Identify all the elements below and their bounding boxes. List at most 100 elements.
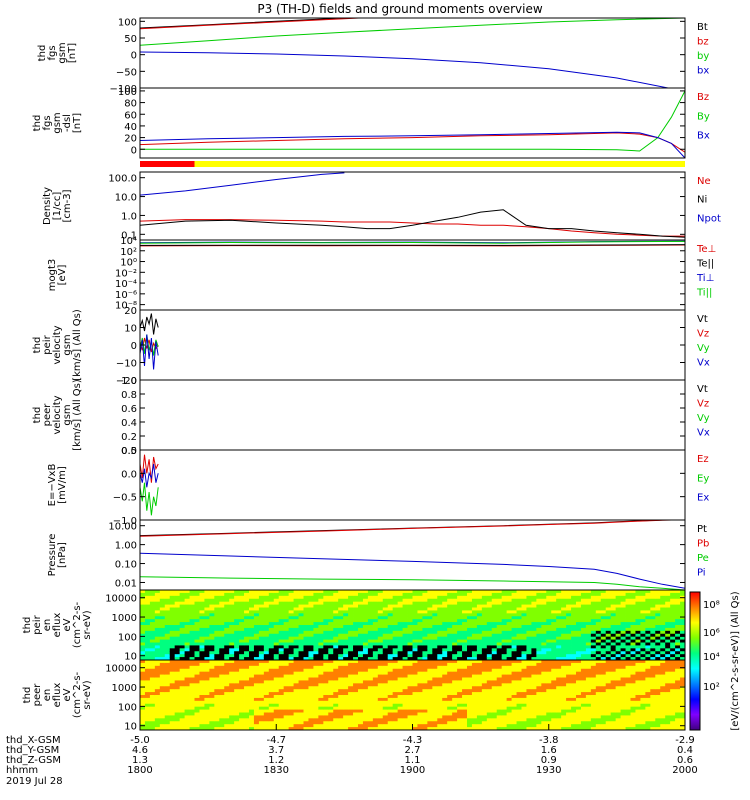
peir_eflux-cell [422,625,428,629]
peer_eflux-cell [179,697,185,702]
peir_eflux-cell [234,651,240,655]
peer_eflux-cell [278,665,285,670]
peir_eflux-cell [154,590,161,594]
peir_eflux-cell [551,604,557,608]
peer_eflux-cell [452,677,458,681]
peer_eflux-cell [382,695,389,699]
peir_eflux-cell [407,619,413,623]
peer_eflux-cell [382,692,389,696]
peir_eflux-cell [253,604,260,608]
peer_eflux-cell [263,665,270,670]
peir_eflux-cell [595,610,602,614]
pressure-ytick-label: 0.01 [115,578,137,589]
peer_eflux-cell [372,709,379,713]
peir_eflux-cell [546,598,552,603]
peir_eflux-cell [580,642,587,646]
peir_eflux-cell [328,619,334,623]
peir_eflux-cell [580,648,587,652]
peer_eflux-cell [348,692,354,696]
peir_eflux-cell [412,636,418,640]
peir_eflux-cell [580,592,587,597]
peer_eflux-cell [308,668,314,673]
peir_eflux-cell [214,648,220,652]
peir_eflux-cell [457,604,463,608]
peer_eflux-cell [516,680,522,684]
peir_eflux-cell [323,601,329,605]
peir_eflux-cell [432,636,438,640]
peir_eflux-cell [283,636,290,640]
peir_eflux-cell [387,595,394,600]
peir_eflux-cell [620,610,626,614]
peir_eflux-cell [348,592,354,597]
peir_eflux-cell [283,616,290,620]
peer_eflux-cell [511,724,517,728]
peir_eflux-cell [184,633,190,638]
peer_eflux-cell [189,662,195,667]
peir_eflux-cell [595,639,602,643]
peir_eflux-cell [328,651,334,655]
peir_eflux-cell [600,604,607,608]
peir_eflux-cell [630,648,636,652]
peir_eflux-cell [467,601,473,605]
peer_eflux-cell [194,700,200,705]
peir_eflux-cell [140,651,146,655]
peir_eflux-cell [635,651,641,655]
peer_eflux-cell [397,706,403,710]
peer_eflux-cell [278,706,285,710]
peir_eflux-cell [397,601,403,605]
peer_eflux-cell [457,686,463,690]
peir_eflux-cell [149,648,156,652]
peer_eflux-cell [457,692,463,696]
density-ytick-label: 10.0 [115,193,137,204]
peir_eflux-cell [467,633,473,638]
peir_eflux-cell [249,598,255,603]
peer_eflux-cell [308,674,314,678]
peir_eflux-cell [491,642,498,646]
peir_eflux-cell [610,639,617,643]
peer_eflux-cell [249,712,255,716]
peir_eflux-cell [462,630,468,635]
peer_eflux-cell [471,718,478,722]
peer_eflux-cell [268,683,275,687]
peer_eflux-cell [169,706,176,710]
peir_eflux-cell [442,657,448,660]
peir_eflux-cell [313,592,319,597]
peir_eflux-cell [511,598,517,603]
peer_eflux-cell [367,721,374,725]
peir_eflux-cell [263,622,270,626]
peer_eflux-cell [209,715,215,719]
peir_eflux-cell [298,657,304,660]
peir_eflux-cell [437,616,443,620]
peir_eflux-cell [660,630,666,635]
peir_eflux-cell [650,601,656,605]
peer_eflux-cell [382,697,389,702]
peer_eflux-cell [318,686,324,690]
peir_eflux-cell [585,630,592,635]
peer_eflux-cell [268,712,275,716]
fgs_dsl-ytick-label: 100 [118,87,137,98]
peir_eflux-cell [387,642,394,646]
peer_eflux-cell [397,697,403,702]
peir_eflux-cell [397,616,403,620]
peir_eflux-cell [348,645,354,649]
peer_eflux-cell [239,721,245,725]
peir_eflux-cell [496,601,503,605]
peir_eflux-cell [546,645,552,649]
peir_eflux-cell [397,619,403,623]
peer_eflux-cell [556,715,562,719]
peer_eflux-cell [452,715,458,719]
peer_eflux-cell [144,689,151,693]
peir_eflux-cell [362,622,369,626]
peer_eflux-cell [452,662,458,667]
peir_eflux-cell [585,633,592,638]
peir_eflux-cell [288,625,294,629]
peer_eflux-cell [249,668,255,673]
peir_eflux-cell [333,590,339,594]
peer_eflux-cell [140,671,146,675]
peer_eflux-cell [214,668,220,673]
peir_eflux-cell [531,625,537,629]
peer_eflux-cell [561,724,567,728]
peer_eflux-cell [432,689,438,693]
peir_eflux-cell [650,651,656,655]
peer_eflux-cell [159,692,166,696]
